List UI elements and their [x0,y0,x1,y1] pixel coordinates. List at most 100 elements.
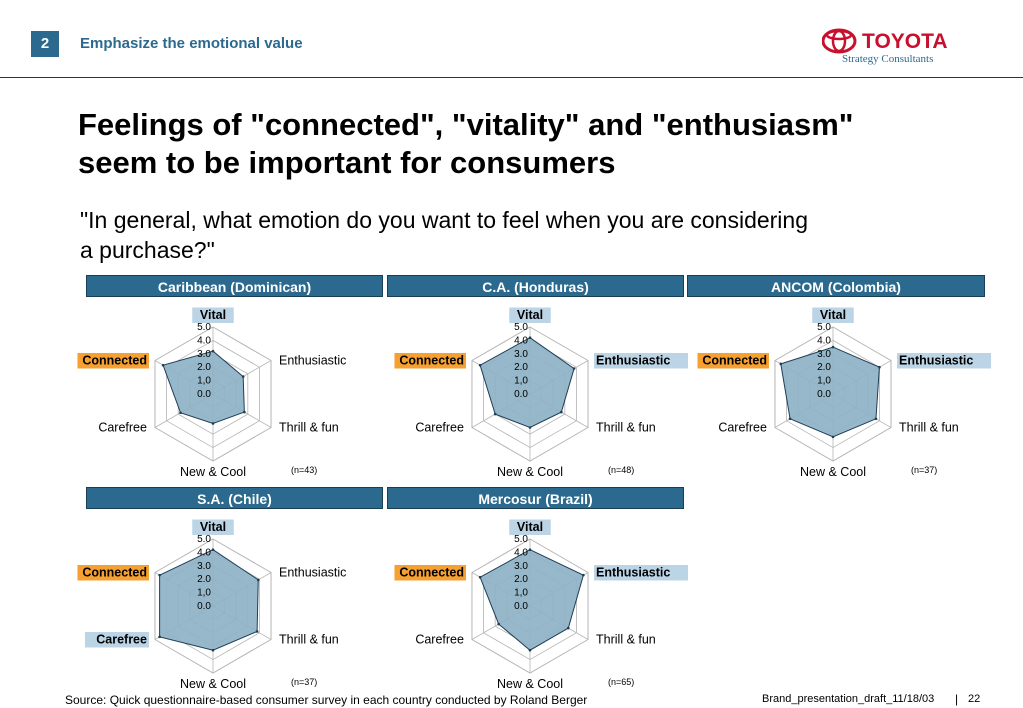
tick-label: 2.0 [197,574,211,585]
chart-header-brazil: Mercosur (Brazil) [387,487,684,509]
tick-label: 4.0 [197,335,211,346]
axis-label-enthusiastic: Enthusiastic [279,566,346,580]
tick-label: 0.0 [817,389,831,400]
axis-label-carefree: Carefree [718,421,767,435]
tick-label: 1,0 [197,376,211,387]
section-title: Emphasize the emotional value [80,35,303,52]
axis-label-thrill-fun: Thrill & fun [279,421,339,435]
slide-number: 2 [31,31,59,57]
footer-separator: | [955,692,959,706]
axis-label-vital: Vital [517,520,543,534]
chart-header-caribbean: Caribbean (Dominican) [86,275,383,297]
axis-label-highlight [697,353,769,369]
chart-header-colombia: ANCOM (Colombia) [687,275,985,297]
tick-label: 1,0 [197,588,211,599]
tick-label: 3.0 [197,349,211,360]
data-point-carefree [493,412,497,416]
data-point-carefree [788,417,792,421]
axis-label-carefree: Carefree [415,633,464,647]
axis-label-highlight [394,353,466,369]
header-divider [0,77,1023,78]
tick-label: 5.0 [817,322,831,333]
axis-label-enthusiastic: Enthusiastic [279,354,346,368]
axis-label-highlight [812,307,854,323]
tick-label: 1,0 [514,376,528,387]
data-point-thrill-fun [255,630,259,633]
axis-label-highlight [192,519,234,535]
radar-chart-caribbean: 5.0 4.0 3.0 2.0 1,0 0.0 Vital Enthusiastic Thril… [77,307,346,479]
chart-header-honduras: C.A. (Honduras) [387,275,684,297]
axis-label-highlight [594,353,689,369]
sample-size-label: (n=43) [291,465,317,475]
axis-label-new-cool: New & Cool [180,677,246,691]
axis-label-enthusiastic: Enthusiastic [596,354,670,368]
radar-chart-colombia: 5.0 4.0 3.0 2.0 1,0 0.0 Vital Enthusiastic Thril… [697,307,992,479]
logo-subtext: Strategy Consultants [842,53,933,65]
axis-label-new-cool: New & Cool [497,677,563,691]
logo-wordmark: TOYOTA [862,30,948,53]
tick-label: 5.0 [197,322,211,333]
axis-label-thrill-fun: Thrill & fun [596,421,656,435]
data-point-vital [211,548,215,552]
question-line-2: a purchase?" [80,237,215,263]
axis-label-vital: Vital [200,308,226,322]
data-point-new-cool [528,426,532,429]
headline: Feelings of "connected", "vitality" and … [78,106,978,182]
data-point-thrill-fun [560,410,563,414]
tick-label: 4.0 [514,547,528,558]
axis-label-enthusiastic: Enthusiastic [596,566,670,580]
data-point-carefree [179,411,182,415]
radar-chart-chile: 5.0 4.0 3.0 2.0 1,0 0.0 Vital Enthusiastic Thril… [77,519,346,691]
tick-label: 0.0 [514,601,528,612]
axis-label-thrill-fun: Thrill & fun [279,633,339,647]
axis-label-highlight [77,353,149,369]
data-point-carefree [158,635,161,639]
data-point-thrill-fun [243,410,246,414]
axis-label-connected: Connected [82,566,147,580]
axis-label-carefree: Carefree [96,633,147,647]
tick-label: 5.0 [197,534,211,545]
data-point-carefree [497,622,500,626]
tick-label: 3.0 [514,561,528,572]
radar-chart-brazil: 5.0 4.0 3.0 2.0 1,0 0.0 Vital Enthusiastic Thril… [394,519,689,691]
axis-label-highlight [897,353,992,369]
tick-label: 1,0 [817,376,831,387]
data-area [479,549,584,651]
data-point-connected [158,573,161,577]
tick-label: 3.0 [514,349,528,360]
data-point-connected [478,575,482,579]
tick-label: 5.0 [514,534,528,545]
data-point-new-cool [211,648,215,652]
axis-label-thrill-fun: Thrill & fun [899,421,959,435]
tick-label: 0.0 [197,601,211,612]
tick-label: 1,0 [514,588,528,599]
footer-filename: Brand_presentation_draft_11/18/03 [762,693,935,705]
page-number: 22 [968,693,981,705]
axis-label-carefree: Carefree [415,421,464,435]
tick-label: 2.0 [197,362,211,373]
data-point-enthusiastic [878,365,881,369]
data-point-connected [779,362,783,366]
tick-label: 2.0 [514,362,528,373]
sample-size-label: (n=65) [608,677,634,687]
tick-label: 2.0 [514,574,528,585]
toyota-logo: TOYOTA Strategy Consultants [822,28,948,65]
axis-label-vital: Vital [820,308,846,322]
data-point-connected [478,363,482,367]
sample-size-label: (n=37) [911,465,937,475]
axis-label-new-cool: New & Cool [497,465,563,479]
axis-label-connected: Connected [702,354,767,368]
tick-label: 4.0 [197,547,211,558]
logo-emblem-inner [831,29,847,53]
tick-label: 0.0 [197,389,211,400]
axis-label-carefree: Carefree [98,421,147,435]
data-point-thrill-fun [566,626,570,630]
radar-chart-honduras: 5.0 4.0 3.0 2.0 1,0 0.0 Vital Enthusiastic Thril… [394,307,689,479]
axis-label-vital: Vital [200,520,226,534]
survey-question: "In general, what emotion do you want to… [80,205,970,265]
axis-label-highlight [394,565,466,581]
axis-label-highlight [84,632,149,648]
data-point-new-cool [831,435,835,439]
chart-header-chile: S.A. (Chile) [86,487,383,509]
data-point-vital [528,336,532,340]
